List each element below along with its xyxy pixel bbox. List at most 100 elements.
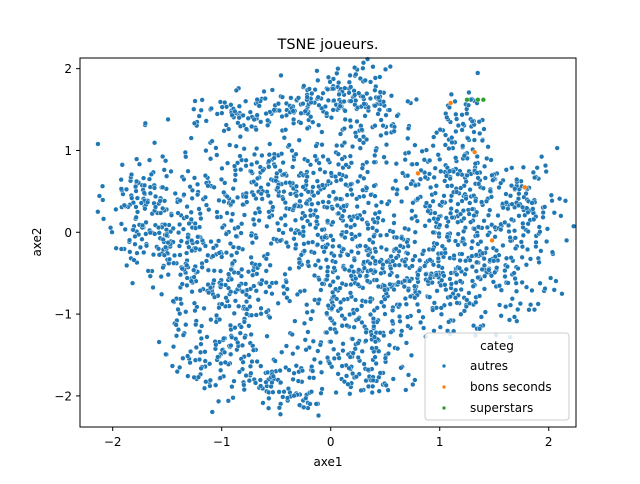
point-autres [328,170,334,176]
point-autres [292,318,298,324]
point-autres [303,395,309,401]
point-autres [272,163,278,170]
point-autres [502,273,508,280]
point-autres [349,143,356,150]
point-autres [421,248,427,254]
point-autres [197,349,204,355]
point-autres [276,405,282,411]
point-autres [241,382,247,388]
point-autres [376,348,382,354]
point-autres [397,243,403,249]
point-autres [272,358,278,364]
point-autres [305,329,311,335]
point-autres [336,171,343,177]
point-autres [253,127,259,133]
point-autres [192,308,198,314]
point-autres [145,268,151,274]
point-autres [390,376,396,382]
point-autres [302,337,308,343]
point-autres [143,231,149,237]
point-autres [325,303,331,309]
point-autres [520,164,527,170]
point-autres [204,334,210,340]
point-autres [482,309,488,315]
point-autres [257,209,263,215]
point-autres [517,301,524,307]
point-autres [232,325,238,331]
point-autres [447,168,453,174]
point-autres [175,306,181,313]
point-autres [548,275,554,281]
point-autres [532,174,538,181]
point-autres [266,152,272,158]
point-autres [370,239,376,246]
point-autres [405,243,411,249]
point-autres [193,245,199,252]
point-autres [341,125,347,132]
point-autres [343,181,349,188]
point-autres [355,354,361,361]
point-autres [242,281,249,287]
point-autres [454,300,460,306]
point-autres [178,238,184,244]
point-autres [409,263,415,269]
points-layer [95,56,577,419]
point-autres [236,303,242,309]
point-autres [254,358,260,365]
point-autres [350,370,356,377]
point-autres [244,311,250,317]
point-autres [399,328,405,334]
point-autres [319,281,325,287]
point-autres [364,273,370,279]
point-autres [342,266,348,272]
point-autres [474,232,481,239]
point-autres [467,200,473,206]
point-autres [348,273,354,279]
point-autres [401,278,408,284]
point-autres [298,120,304,126]
point-autres [367,299,373,305]
point-autres [329,206,336,212]
point-autres [239,266,245,273]
point-autres [214,214,220,220]
point-autres [159,291,165,297]
point-autres [432,210,438,216]
point-autres [416,267,423,273]
point-autres [254,159,260,166]
point-autres [463,258,469,264]
point-autres [183,250,190,256]
point-autres [233,143,239,149]
point-autres [343,373,350,379]
point-autres [431,134,437,140]
point-autres [372,268,378,275]
point-autres [474,170,480,176]
point-autres [318,369,325,375]
point-autres [251,116,257,123]
point-autres [256,217,262,224]
point-autres [536,259,542,265]
point-autres [239,221,245,227]
point-autres [279,113,285,120]
point-autres [364,56,371,62]
point-autres [301,320,308,326]
point-autres [251,283,257,289]
point-autres [228,342,234,349]
point-autres [133,214,139,220]
point-autres [194,181,201,187]
point-autres [319,182,326,188]
point-autres [239,289,246,295]
point-autres [317,360,324,366]
point-autres [258,191,264,197]
point-autres [476,293,483,299]
point-autres [519,244,526,250]
point-autres [442,282,448,288]
point-autres [507,193,514,199]
point-autres [374,305,380,311]
point-autres [113,206,119,213]
point-autres [481,262,488,269]
point-autres [285,385,292,392]
point-autres [334,142,340,149]
point-autres [250,216,257,223]
point-autres [460,121,466,127]
